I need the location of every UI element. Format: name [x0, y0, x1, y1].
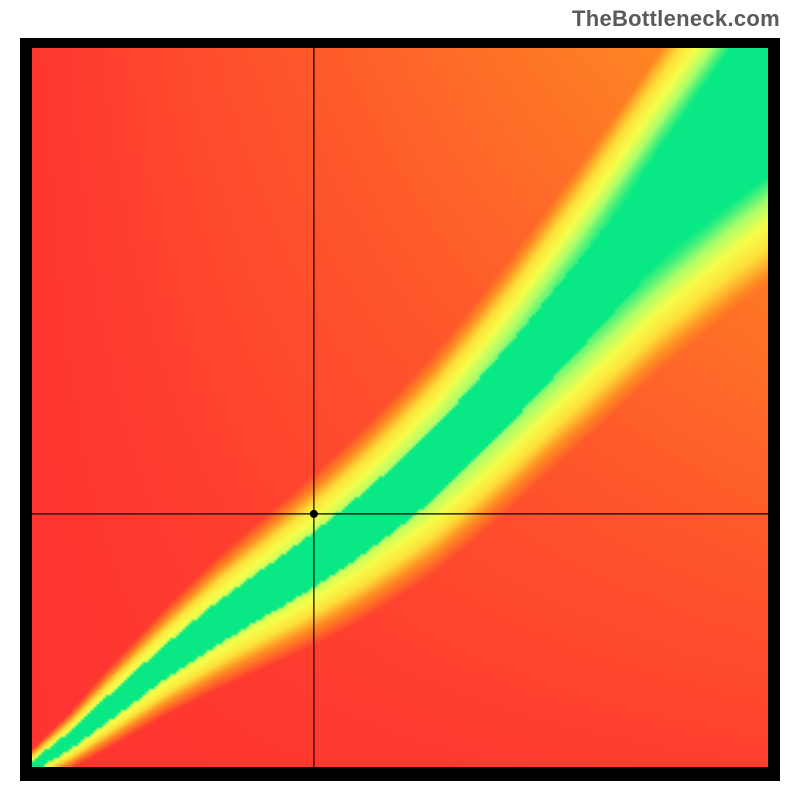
watermark-text: TheBottleneck.com [572, 6, 780, 32]
heatmap-canvas [20, 38, 780, 781]
heatmap-plot [20, 38, 780, 781]
chart-container: TheBottleneck.com [0, 0, 800, 800]
